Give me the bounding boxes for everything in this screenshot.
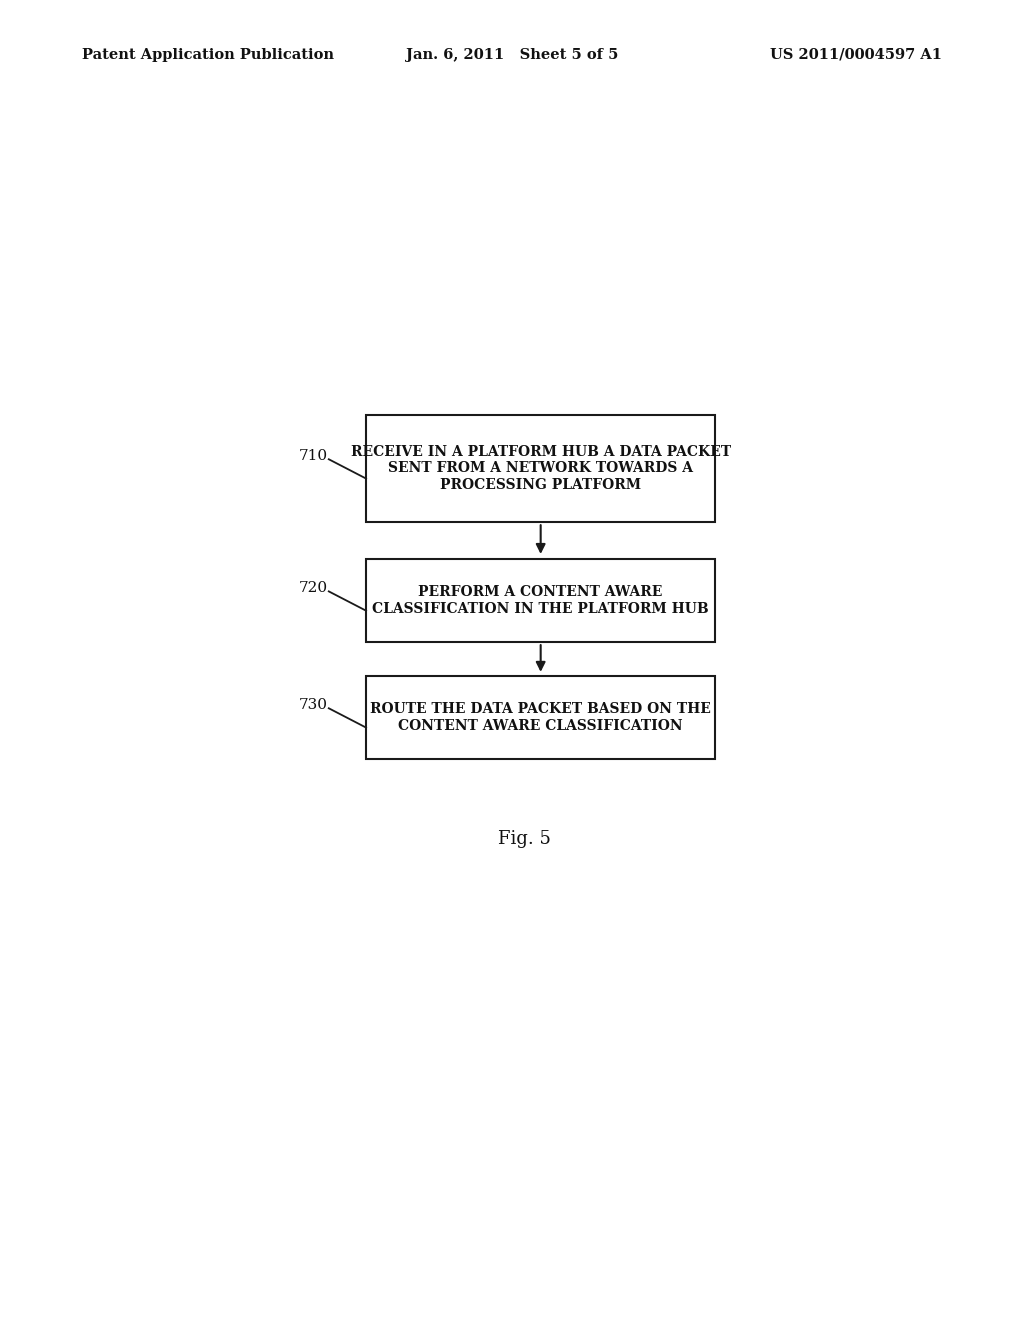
Bar <box>367 558 715 643</box>
Text: RECEIVE IN A PLATFORM HUB A DATA PACKET
SENT FROM A NETWORK TOWARDS A
PROCESSING: RECEIVE IN A PLATFORM HUB A DATA PACKET … <box>350 445 731 491</box>
Bar <box>367 414 715 521</box>
Text: 730: 730 <box>299 698 328 713</box>
Text: 710: 710 <box>299 449 328 463</box>
Text: ROUTE THE DATA PACKET BASED ON THE
CONTENT AWARE CLASSIFICATION: ROUTE THE DATA PACKET BASED ON THE CONTE… <box>371 702 711 733</box>
Text: PERFORM A CONTENT AWARE
CLASSIFICATION IN THE PLATFORM HUB: PERFORM A CONTENT AWARE CLASSIFICATION I… <box>373 586 709 615</box>
Bar <box>367 676 715 759</box>
Text: Fig. 5: Fig. 5 <box>499 830 551 849</box>
Text: Patent Application Publication: Patent Application Publication <box>82 48 334 62</box>
Text: US 2011/0004597 A1: US 2011/0004597 A1 <box>770 48 942 62</box>
Text: Jan. 6, 2011   Sheet 5 of 5: Jan. 6, 2011 Sheet 5 of 5 <box>406 48 618 62</box>
Text: 720: 720 <box>299 581 328 595</box>
